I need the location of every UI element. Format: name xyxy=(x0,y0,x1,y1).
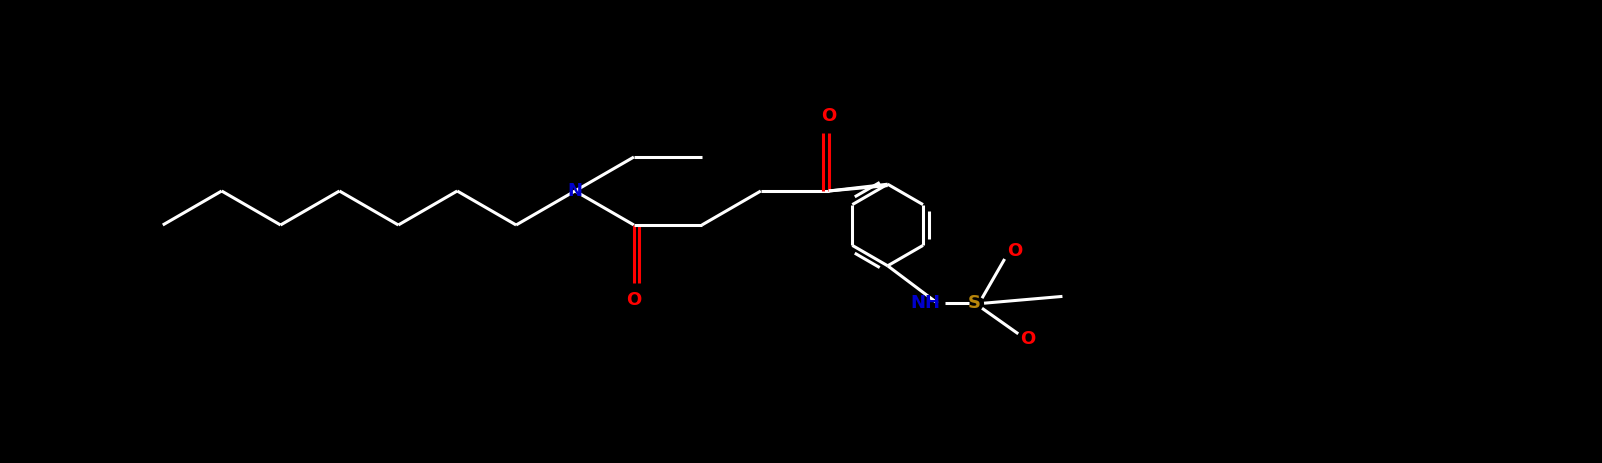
Text: O: O xyxy=(1020,330,1036,348)
Text: O: O xyxy=(1008,242,1022,260)
Text: NH: NH xyxy=(910,294,940,312)
Text: S: S xyxy=(968,294,980,312)
Text: O: O xyxy=(822,107,836,125)
Text: O: O xyxy=(626,291,641,309)
Text: N: N xyxy=(567,182,583,200)
